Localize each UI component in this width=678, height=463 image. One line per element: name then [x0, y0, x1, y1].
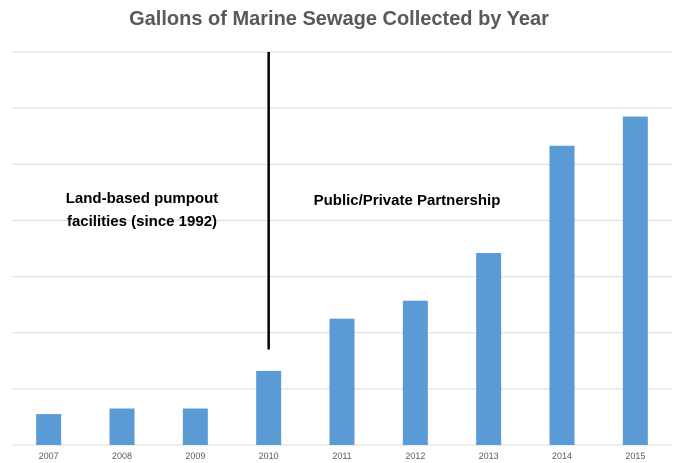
bar-2010	[256, 370, 282, 445]
bar-2015	[622, 116, 648, 446]
x-tick-label: 2013	[479, 451, 499, 461]
x-tick-labels: 2007 2008 2009 2010 2011 2012 2013 2014 2015	[39, 451, 646, 461]
bar-2008	[109, 408, 135, 445]
bar-2009	[182, 408, 208, 445]
x-tick-label: 2007	[39, 451, 59, 461]
bar-2014	[549, 145, 575, 445]
bar-2013	[476, 252, 502, 445]
annotation-land-based: Land-based pumpout facilities (since 1992…	[66, 190, 219, 230]
x-tick-label: 2014	[552, 451, 572, 461]
x-tick-label: 2008	[112, 451, 132, 461]
annotation-partnership: Public/Private Partnership	[314, 192, 501, 209]
x-tick-label: 2010	[259, 451, 279, 461]
chart-title: Gallons of Marine Sewage Collected by Ye…	[129, 8, 549, 30]
bars	[36, 116, 648, 446]
bar-2011	[329, 318, 355, 445]
x-tick-label: 2009	[185, 451, 205, 461]
annotations: Land-based pumpout facilities (since 1992…	[66, 52, 501, 350]
x-tick-label: 2015	[625, 451, 645, 461]
x-tick-label: 2011	[332, 451, 351, 461]
bar-2007	[36, 414, 62, 445]
bar-2012	[402, 300, 428, 445]
x-tick-label: 2012	[405, 451, 425, 461]
